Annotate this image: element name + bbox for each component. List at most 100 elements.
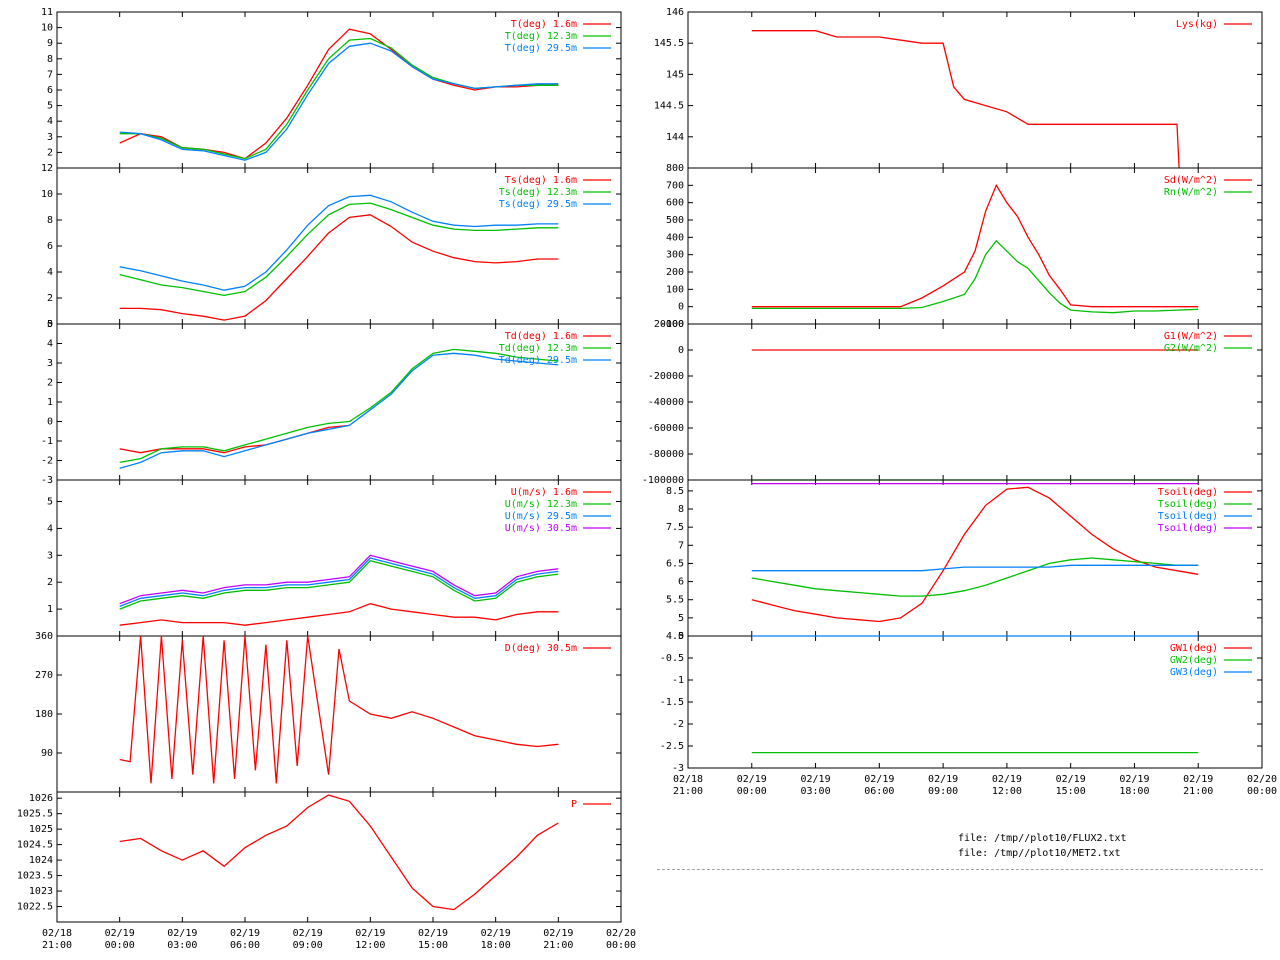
soil-temp-ytick-label: 4.5 bbox=[666, 631, 684, 642]
soil-temp-ytick-label: 6.5 bbox=[666, 558, 684, 569]
x-tick-label-time: 18:00 bbox=[1119, 786, 1149, 797]
x-tick-label-date: 02/19 bbox=[355, 928, 385, 939]
x-tick-label-time: 12:00 bbox=[992, 786, 1022, 797]
radiation-ytick-label: 500 bbox=[666, 215, 684, 226]
dew-point-ytick-label: 2 bbox=[47, 378, 53, 389]
soil-heat-flux-ytick-label: -60000 bbox=[648, 423, 684, 434]
soil-temp-ytick-label: 7 bbox=[678, 540, 684, 551]
x-tick-label-date: 02/19 bbox=[737, 774, 767, 785]
ground-water-legend-1-label: GW2(deg) bbox=[1170, 655, 1218, 666]
x-tick-label-time: 06:00 bbox=[864, 786, 894, 797]
sonic-temp-legend-2-label: Ts(deg) 29.5m bbox=[499, 199, 577, 210]
soil-heat-flux-ytick-label: -80000 bbox=[648, 449, 684, 460]
wind-dir-ytick-label: 360 bbox=[35, 631, 53, 642]
wind-speed-series-2-line bbox=[119, 557, 559, 608]
radiation-ytick-label: 0 bbox=[678, 302, 684, 313]
wind-dir-ytick-label: 270 bbox=[35, 670, 53, 681]
sonic-temp-ytick-label: 10 bbox=[41, 189, 53, 200]
wind-speed-ytick-label: 5 bbox=[47, 497, 53, 508]
air-temp-ytick-label: 7 bbox=[47, 69, 53, 80]
radiation-ytick-label: 700 bbox=[666, 180, 684, 191]
dew-point-series-2-line bbox=[119, 352, 559, 469]
x-tick-label-time: 03:00 bbox=[801, 786, 831, 797]
sonic-temp-series-2-line bbox=[119, 194, 559, 291]
x-tick-label-date: 02/19 bbox=[928, 774, 958, 785]
soil-heat-flux-ytick-label: -40000 bbox=[648, 397, 684, 408]
air-temp-legend-0-label: T(deg) 1.6m bbox=[511, 19, 577, 30]
dew-point-series-1-line bbox=[119, 348, 559, 464]
air-temp-ytick-label: 3 bbox=[47, 132, 53, 143]
wind-speed-legend-2-label: U(m/s) 29.5m bbox=[505, 511, 577, 522]
x-tick-label-date: 02/19 bbox=[1119, 774, 1149, 785]
wind-speed-legend-0-label: U(m/s) 1.6m bbox=[511, 487, 577, 498]
pressure-ytick-label: 1024.5 bbox=[17, 840, 53, 851]
dew-point-legend-1-label: Td(deg) 12.3m bbox=[499, 343, 577, 354]
x-tick-label-date: 02/18 bbox=[673, 774, 703, 785]
x-tick-label-time: 09:00 bbox=[293, 940, 323, 951]
wind-dir-series-0-line bbox=[119, 635, 559, 784]
dew-point-legend-0-label: Td(deg) 1.6m bbox=[505, 331, 577, 342]
dew-point-ytick-label: 1 bbox=[47, 397, 53, 408]
x-tick-label-date: 02/19 bbox=[167, 928, 197, 939]
dew-point-ytick-label: -2 bbox=[41, 456, 53, 467]
x-tick-label-date: 02/20 bbox=[1247, 774, 1277, 785]
radiation-ytick-label: 400 bbox=[666, 232, 684, 243]
air-temp-ytick-label: 8 bbox=[47, 54, 53, 65]
wind-speed-series-1-line bbox=[119, 559, 559, 610]
dew-point-ytick-label: -3 bbox=[41, 475, 53, 486]
wind-speed-legend-3-label: U(m/s) 30.5m bbox=[505, 523, 577, 534]
pressure-ytick-label: 1023.5 bbox=[17, 871, 53, 882]
x-tick-label-time: 21:00 bbox=[1183, 786, 1213, 797]
soil-temp-ytick-label: 8.5 bbox=[666, 486, 684, 497]
radiation-legend-1-label: Rn(W/m^2) bbox=[1164, 187, 1218, 198]
file-label-met: file: /tmp//plot10/MET2.txt bbox=[958, 848, 1121, 859]
dew-point-ytick-label: -1 bbox=[41, 436, 53, 447]
wind-dir-ytick-label: 180 bbox=[35, 709, 53, 720]
pressure-ytick-label: 1025.5 bbox=[17, 809, 53, 820]
radiation-series-0-line bbox=[751, 183, 1199, 308]
x-tick-label-date: 02/19 bbox=[418, 928, 448, 939]
ground-water-ytick-label: -1 bbox=[672, 675, 684, 686]
x-tick-label-date: 02/19 bbox=[1056, 774, 1086, 785]
sonic-temp-series-0-line bbox=[119, 214, 559, 321]
sonic-temp-legend-0-label: Ts(deg) 1.6m bbox=[505, 175, 577, 186]
x-tick-label-time: 18:00 bbox=[481, 940, 511, 951]
sonic-temp-ytick-label: 12 bbox=[41, 163, 53, 174]
ground-water-legend-2-label: GW3(deg) bbox=[1170, 667, 1218, 678]
dew-point-ytick-label: 4 bbox=[47, 339, 53, 350]
x-tick-label-date: 02/18 bbox=[42, 928, 72, 939]
soil-heat-flux-ytick-label: -20000 bbox=[648, 371, 684, 382]
air-temp-ytick-label: 9 bbox=[47, 38, 53, 49]
radiation-ytick-label: 800 bbox=[666, 163, 684, 174]
file-label-flux: file: /tmp//plot10/FLUX2.txt bbox=[958, 833, 1127, 844]
x-tick-label-date: 02/19 bbox=[481, 928, 511, 939]
dew-point-ytick-label: 0 bbox=[47, 417, 53, 428]
soil-temp-ytick-label: 8 bbox=[678, 504, 684, 515]
air-temp-ytick-label: 4 bbox=[47, 116, 53, 127]
sonic-temp-ytick-label: 4 bbox=[47, 267, 53, 278]
radiation-ytick-label: 100 bbox=[666, 284, 684, 295]
air-temp-ytick-label: 6 bbox=[47, 85, 53, 96]
radiation-series-1-line bbox=[751, 239, 1199, 314]
wind-speed-series-0-line bbox=[119, 603, 559, 626]
soil-temp-ytick-label: 5.5 bbox=[666, 595, 684, 606]
radiation-ytick-label: -100 bbox=[660, 319, 684, 330]
wind-speed-legend-1-label: U(m/s) 12.3m bbox=[505, 499, 577, 510]
sonic-temp-ytick-label: 8 bbox=[47, 215, 53, 226]
snow-weight-frame bbox=[687, 11, 1263, 169]
soil-temp-series-2-line bbox=[751, 564, 1199, 572]
soil-temp-legend-1-label: Tsoil(deg) bbox=[1158, 499, 1218, 510]
x-tick-label-time: 21:00 bbox=[543, 940, 573, 951]
wind-speed-ytick-label: 2 bbox=[47, 577, 53, 588]
soil-temp-ytick-label: 5 bbox=[678, 613, 684, 624]
x-tick-label-date: 02/19 bbox=[293, 928, 323, 939]
dew-point-ytick-label: 3 bbox=[47, 358, 53, 369]
snow-weight-ytick-label: 145 bbox=[666, 69, 684, 80]
pressure-ytick-label: 1026 bbox=[29, 793, 53, 804]
pressure-ytick-label: 1024 bbox=[29, 855, 53, 866]
air-temp-series-2-line bbox=[119, 42, 559, 161]
wind-dir-ytick-label: 90 bbox=[41, 748, 53, 759]
soil-temp-legend-0-label: Tsoil(deg) bbox=[1158, 487, 1218, 498]
dew-point-series-0-line bbox=[119, 424, 350, 454]
